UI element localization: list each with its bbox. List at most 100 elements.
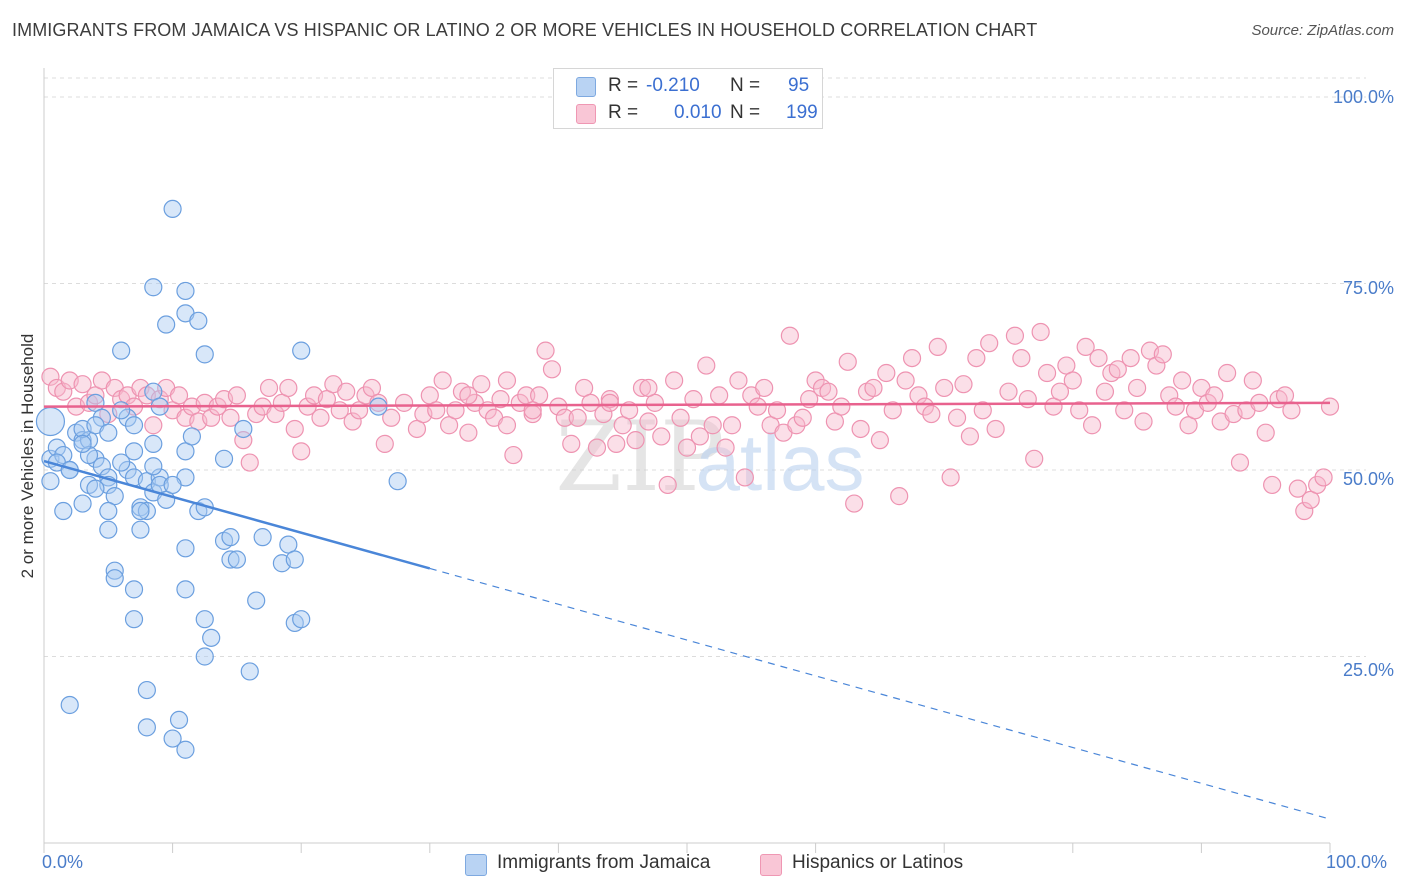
point-jamaica [292, 610, 311, 629]
point-jamaica [189, 311, 208, 330]
point-hispanic [941, 468, 960, 487]
point-jamaica [131, 501, 150, 521]
point-hispanic [915, 397, 935, 416]
point-jamaica [47, 438, 66, 457]
trend-line-jamaica [43, 459, 431, 570]
point-hispanic [581, 393, 600, 412]
point-hispanic [1320, 397, 1340, 416]
point-hispanic [896, 371, 915, 390]
point-hispanic [780, 326, 799, 345]
point-hispanic [639, 378, 658, 398]
stats-legend: R = -0.210 N = 95 R = 0.010 N = 199 [553, 68, 823, 129]
point-jamaica [54, 501, 73, 521]
point-hispanic [1205, 386, 1224, 405]
point-hispanic [883, 401, 902, 420]
point-jamaica [124, 610, 144, 629]
point-hispanic [375, 434, 394, 453]
point-hispanic [697, 356, 716, 375]
point-hispanic [1147, 356, 1166, 375]
point-hispanic [1037, 363, 1057, 383]
point-hispanic [150, 390, 169, 409]
point-jamaica [247, 591, 266, 610]
legend-label: Immigrants from Jamaica [497, 852, 711, 873]
point-hispanic [1018, 390, 1037, 409]
point-hispanic [1134, 412, 1153, 431]
point-jamaica [195, 647, 214, 666]
point-hispanic [935, 378, 954, 398]
point-jamaica [92, 457, 111, 476]
y-tick-label: 75.0% [1342, 278, 1394, 298]
point-hispanic [658, 475, 677, 495]
point-hispanic [710, 386, 729, 405]
point-jamaica [253, 528, 272, 547]
point-hispanic [343, 412, 362, 431]
point-hispanic [986, 419, 1005, 439]
point-jamaica [176, 580, 195, 599]
point-jamaica [234, 419, 253, 439]
point-jamaica [73, 494, 92, 513]
point-hispanic [285, 419, 304, 439]
point-hispanic [793, 408, 812, 427]
point-hispanic [665, 371, 684, 390]
point-jamaica [99, 423, 118, 442]
point-hispanic [767, 401, 787, 420]
point-hispanic [1012, 349, 1031, 368]
point-hispanic [1263, 475, 1282, 495]
point-hispanic [1115, 401, 1134, 420]
point-jamaica [105, 569, 124, 588]
point-hispanic [1282, 401, 1301, 420]
point-hispanic [472, 375, 491, 394]
point-hispanic [433, 371, 452, 390]
point-jamaica [79, 445, 99, 465]
point-hispanic [607, 434, 626, 453]
point-hispanic [877, 363, 896, 383]
point-hispanic [819, 382, 838, 401]
point-jamaica [35, 406, 66, 437]
point-jamaica [144, 278, 163, 297]
x-tick-label-min: 0.0% [42, 852, 84, 872]
point-hispanic [677, 438, 697, 457]
point-hispanic [1121, 349, 1140, 368]
point-hispanic [980, 334, 999, 353]
point-hispanic [632, 378, 652, 398]
point-hispanic [227, 386, 246, 405]
point-hispanic [973, 401, 992, 420]
point-jamaica [144, 434, 163, 453]
point-hispanic [864, 378, 883, 398]
trend-line-jamaica-extended [429, 567, 1331, 820]
point-hispanic [394, 393, 414, 412]
chart-source: Source: ZipAtlas.com [1251, 22, 1394, 39]
point-hispanic [716, 438, 735, 457]
point-jamaica [240, 662, 259, 681]
point-hispanic [504, 445, 523, 465]
point-hispanic [902, 349, 922, 368]
point-jamaica [195, 345, 214, 364]
point-jamaica [292, 341, 311, 360]
point-hispanic [870, 431, 890, 450]
legend-swatch-blue [576, 77, 596, 97]
series-immigrants-from-jamaica [35, 199, 407, 759]
legend-swatch-pink [576, 104, 596, 124]
axes [43, 68, 1331, 853]
trend-lines [43, 401, 1331, 820]
point-jamaica [176, 281, 195, 301]
point-jamaica [195, 610, 214, 629]
point-hispanic [1082, 416, 1102, 435]
point-hispanic [169, 386, 189, 405]
r-value: -0.210 [646, 75, 700, 96]
point-hispanic [73, 375, 92, 394]
point-jamaica [169, 710, 189, 730]
y-axis-label: 2 or more Vehicles in Household [18, 333, 37, 579]
chart-title: IMMIGRANTS FROM JAMAICA VS HISPANIC OR L… [12, 20, 1038, 40]
point-hispanic [292, 442, 311, 461]
point-hispanic [562, 434, 581, 453]
point-hispanic [1063, 371, 1082, 390]
point-hispanic [1173, 371, 1192, 390]
point-jamaica [105, 561, 124, 580]
point-hispanic [722, 416, 742, 435]
point-jamaica [124, 442, 144, 461]
point-hispanic [311, 408, 330, 427]
point-hispanic [890, 487, 909, 506]
point-jamaica [137, 680, 156, 700]
